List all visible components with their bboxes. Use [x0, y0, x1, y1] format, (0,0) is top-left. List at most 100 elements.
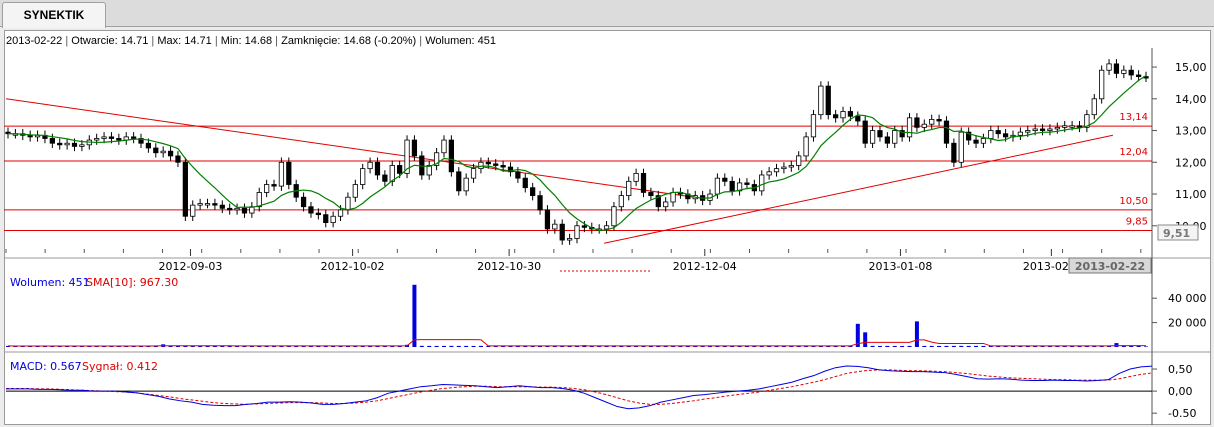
candle [847, 111, 854, 117]
volume-bar [412, 284, 417, 347]
volume-bar [227, 345, 232, 347]
volume-bar [900, 345, 905, 347]
candle [773, 168, 780, 173]
candle [966, 131, 972, 141]
candle [1069, 125, 1075, 128]
volume-bar [441, 345, 446, 347]
signal-line [6, 369, 1153, 405]
candle [921, 123, 927, 128]
candle [308, 206, 314, 214]
volume-bar [929, 345, 934, 347]
candle [507, 166, 514, 173]
volume-bar [153, 345, 158, 347]
macd-tick-label: 0,50 [1168, 363, 1193, 376]
cursor-date-label: 2013-02-22 [1075, 260, 1145, 273]
candle [71, 142, 78, 147]
candle [729, 180, 735, 192]
volume-bar [619, 345, 624, 347]
volume-bar [338, 345, 343, 347]
volume-legend: Wolumen: 451 [10, 276, 90, 289]
volume-bar [316, 345, 321, 347]
volume-bar [375, 345, 380, 347]
candle [64, 142, 70, 146]
date-label: 2013-02-0 [1023, 260, 1080, 273]
candle [1002, 133, 1009, 138]
candle [581, 225, 588, 228]
candle [722, 177, 728, 182]
candle [810, 114, 817, 138]
candle [463, 177, 469, 192]
volume-bar [286, 345, 291, 347]
tab-synektik[interactable]: SYNEKTIK [2, 2, 106, 28]
candle [1128, 69, 1134, 76]
candle [1113, 63, 1120, 74]
info-volume: 451 [477, 35, 496, 47]
volume-bar [1136, 345, 1141, 347]
candle [441, 139, 447, 154]
candle [197, 203, 203, 206]
date-label: 2013-01-08 [868, 260, 932, 273]
volume-bar [752, 345, 757, 347]
level-label: 12,04 [1119, 147, 1148, 158]
candle [537, 195, 543, 211]
candle [995, 130, 1001, 135]
info-close-label: Zamknięcie: [281, 35, 341, 47]
volume-bar [530, 345, 535, 347]
volume-bar [198, 345, 203, 347]
volume-bar [685, 345, 690, 347]
volume-bar [382, 345, 387, 347]
candle [241, 207, 248, 214]
volume-bar [575, 345, 579, 347]
candle [626, 180, 632, 197]
volume-bar [42, 346, 47, 347]
volume-bar [863, 332, 868, 347]
volume-bar [870, 345, 875, 347]
volume-bar [1107, 345, 1112, 347]
volume-bar [796, 345, 801, 347]
volume-bar [737, 345, 742, 347]
candle [345, 196, 351, 211]
trendline [604, 134, 1113, 244]
candle [818, 85, 824, 116]
volume-bar [1129, 345, 1134, 347]
candle [374, 161, 381, 176]
volume-bar [959, 345, 964, 347]
candle [1135, 74, 1142, 77]
candle [914, 117, 920, 128]
signal-legend: Sygnał: 0.412 [82, 360, 158, 373]
macd-tick-label: 0,00 [1168, 385, 1193, 398]
volume-bar [634, 345, 639, 347]
candle [234, 207, 240, 211]
candle [640, 172, 647, 193]
volume-bar [449, 345, 454, 347]
volume-bar [190, 345, 195, 347]
volume-bar [1018, 345, 1023, 347]
volume-bar [1084, 345, 1089, 347]
volume-bar [368, 345, 373, 347]
volume-bar [611, 345, 616, 347]
candle [493, 163, 499, 166]
candle [522, 177, 528, 189]
volume-bar [434, 345, 439, 347]
volume-bar [116, 345, 121, 347]
volume-bar [552, 345, 557, 347]
info-max: 14.71 [184, 35, 212, 47]
candle [337, 209, 344, 217]
volume-bar [789, 345, 794, 347]
volume-bar [65, 345, 70, 347]
volume-bar [722, 345, 727, 347]
volume-bar [257, 345, 262, 347]
volume-bar [1062, 345, 1067, 347]
volume-bar [848, 345, 853, 347]
info-min: 14.68 [244, 35, 273, 47]
info-close: 14.68 (-0.20%) [343, 35, 417, 47]
volume-bar [1040, 345, 1045, 347]
candle [360, 168, 366, 185]
candle [655, 195, 661, 208]
volume-bar [272, 345, 277, 347]
volume-bar [589, 345, 594, 347]
candle [382, 174, 388, 182]
tab-bar: SYNEKTIK [0, 0, 1214, 28]
volume-bar [641, 345, 646, 347]
